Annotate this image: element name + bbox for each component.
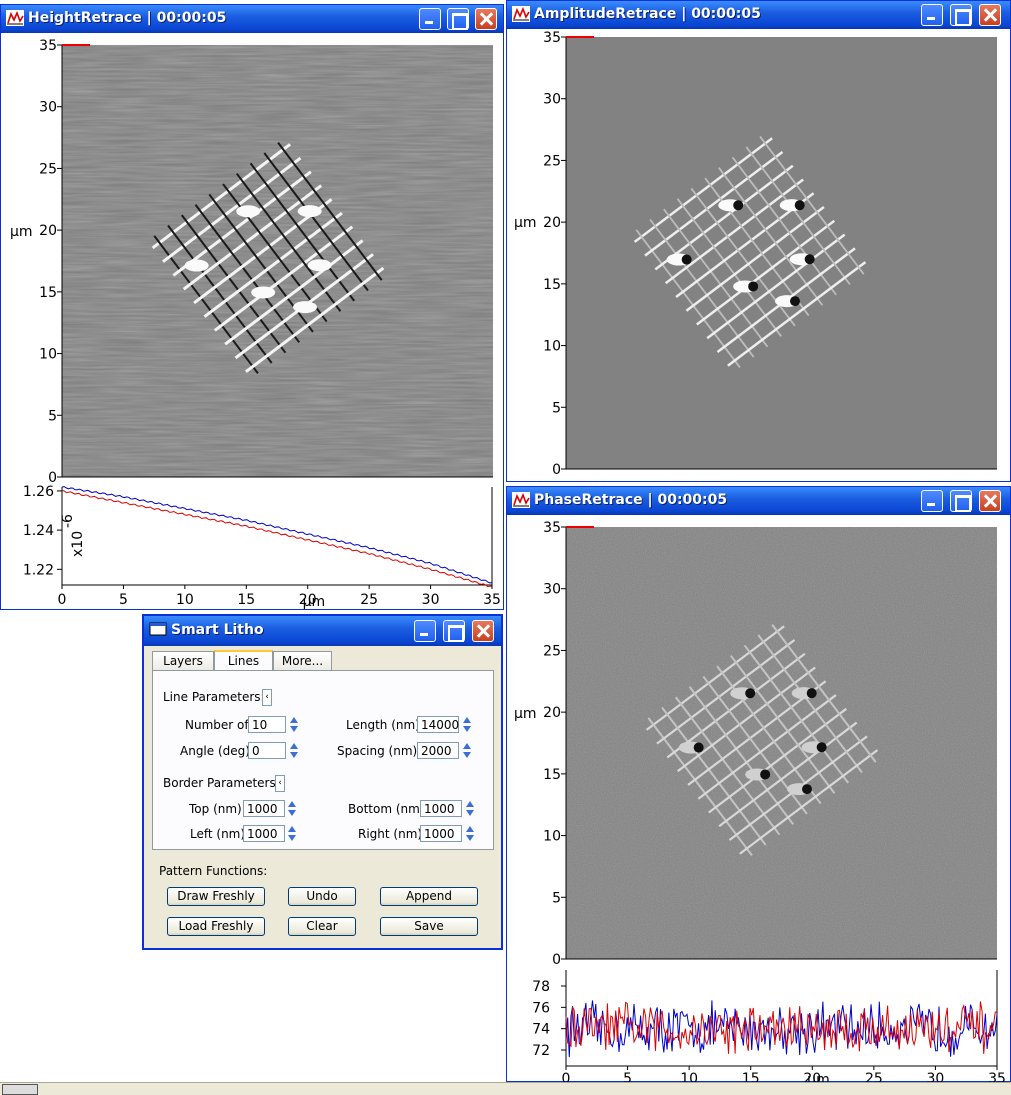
spacing-input[interactable]: 2000 bbox=[417, 742, 459, 759]
length-input[interactable]: 14000 bbox=[417, 716, 459, 733]
top-spinner[interactable] bbox=[287, 800, 297, 817]
amplitude-retrace-titlebar[interactable]: AmplitudeRetrace | 00:00:05 bbox=[507, 1, 1010, 29]
lines-tab-panel bbox=[152, 670, 494, 850]
minimize-button[interactable] bbox=[414, 620, 436, 642]
border-parameters-collapse[interactable]: ‹ bbox=[275, 775, 285, 792]
maximize-button[interactable] bbox=[950, 4, 972, 26]
taskbar-start-button[interactable] bbox=[2, 1084, 38, 1095]
top-input[interactable]: 1000 bbox=[243, 800, 285, 817]
pattern-functions-label: Pattern Functions: bbox=[159, 864, 268, 878]
close-button[interactable] bbox=[472, 620, 494, 642]
undo-button[interactable]: Undo bbox=[288, 887, 356, 906]
angle-label: Angle (deg) bbox=[180, 744, 250, 758]
height-retrace-titlebar[interactable]: HeightRetrace | 00:00:05 bbox=[1, 5, 503, 33]
close-button[interactable] bbox=[979, 490, 1001, 512]
tab-layers[interactable]: Layers bbox=[152, 651, 214, 670]
window-title: AmplitudeRetrace | 00:00:05 bbox=[534, 6, 761, 22]
maximize-button[interactable] bbox=[950, 490, 972, 512]
phase-retrace-window: PhaseRetrace | 00:00:05 bbox=[506, 486, 1011, 1082]
length-label: Length (nm) bbox=[346, 718, 420, 732]
border-parameters-label: Border Parameters: bbox=[163, 776, 280, 790]
tab-lines[interactable]: Lines bbox=[214, 650, 273, 671]
right-spinner[interactable] bbox=[465, 825, 475, 842]
close-button[interactable] bbox=[979, 4, 1001, 26]
spacing-label: Spacing (nm) bbox=[337, 744, 418, 758]
right-input[interactable]: 1000 bbox=[420, 825, 462, 842]
bottom-input[interactable]: 1000 bbox=[420, 800, 462, 817]
angle-input[interactable]: 0 bbox=[248, 742, 286, 759]
save-button[interactable]: Save bbox=[380, 917, 478, 936]
phase-retrace-titlebar[interactable]: PhaseRetrace | 00:00:05 bbox=[507, 487, 1010, 515]
append-button[interactable]: Append bbox=[380, 887, 478, 906]
amplitude-retrace-window: AmplitudeRetrace | 00:00:05 bbox=[506, 0, 1011, 482]
taskbar bbox=[0, 1082, 1011, 1095]
number-of-input[interactable]: 10 bbox=[248, 716, 286, 733]
maximize-button[interactable] bbox=[443, 620, 465, 642]
smart-litho-titlebar[interactable]: Smart Litho bbox=[144, 616, 501, 646]
minimize-button[interactable] bbox=[921, 4, 943, 26]
load-freshly-button[interactable]: Load Freshly bbox=[167, 917, 265, 936]
graph-icon bbox=[512, 6, 530, 22]
window-icon bbox=[149, 622, 167, 636]
window-title: Smart Litho bbox=[171, 622, 264, 638]
graph-icon bbox=[512, 492, 530, 508]
window-title: HeightRetrace | 00:00:05 bbox=[28, 10, 227, 26]
minimize-button[interactable] bbox=[921, 490, 943, 512]
spacing-spinner[interactable] bbox=[462, 742, 472, 759]
right-label: Right (nm) bbox=[358, 827, 423, 841]
tab-more[interactable]: More... bbox=[273, 651, 332, 670]
bottom-spinner[interactable] bbox=[465, 800, 475, 817]
maximize-button[interactable] bbox=[447, 8, 469, 30]
number-of-label: Number of bbox=[185, 718, 249, 732]
draw-freshly-button[interactable]: Draw Freshly bbox=[167, 887, 265, 906]
line-parameters-collapse[interactable]: ‹ bbox=[262, 689, 272, 706]
top-label: Top (nm) bbox=[189, 802, 242, 816]
angle-spinner[interactable] bbox=[289, 742, 299, 759]
number-of-spinner[interactable] bbox=[289, 716, 299, 733]
bottom-label: Bottom (nm) bbox=[348, 802, 425, 816]
height-retrace-window: HeightRetrace | 00:00:05 bbox=[0, 4, 504, 610]
left-spinner[interactable] bbox=[287, 825, 297, 842]
clear-button[interactable]: Clear bbox=[288, 917, 356, 936]
left-input[interactable]: 1000 bbox=[243, 825, 285, 842]
line-parameters-label: Line Parameters: bbox=[163, 690, 265, 704]
left-label: Left (nm) bbox=[190, 827, 246, 841]
close-button[interactable] bbox=[475, 8, 497, 30]
graph-icon bbox=[6, 10, 24, 26]
minimize-button[interactable] bbox=[419, 8, 441, 30]
length-spinner[interactable] bbox=[462, 716, 472, 733]
window-title: PhaseRetrace | 00:00:05 bbox=[534, 492, 728, 508]
